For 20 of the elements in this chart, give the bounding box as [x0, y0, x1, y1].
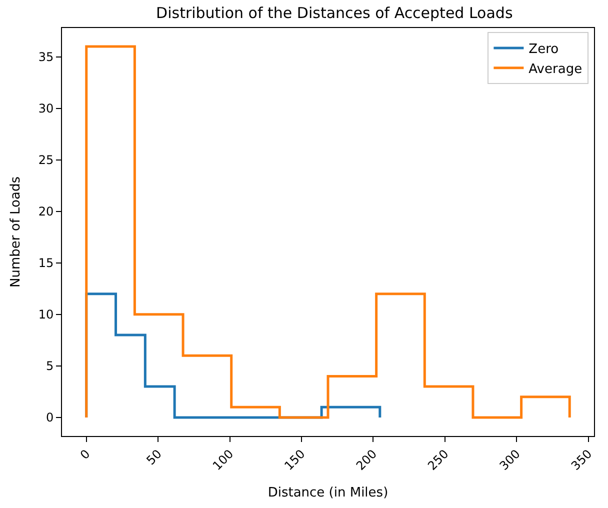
y-tick-label: 20	[38, 204, 54, 219]
x-tick-label: 150	[282, 446, 308, 473]
y-tick-label: 35	[38, 50, 54, 64]
y-tick-label: 0	[46, 410, 54, 425]
y-tick-label: 25	[38, 153, 54, 168]
x-axis-title: Distance (in Miles)	[268, 486, 388, 501]
x-tick-label: 350	[568, 446, 595, 473]
x-tick-label: 100	[210, 446, 236, 473]
legend-label: Zero	[528, 42, 559, 58]
chart-title: Distribution of the Distances of Accepted Loads	[156, 4, 513, 22]
y-tick-label: 5	[46, 359, 54, 374]
x-tick-label: 50	[144, 446, 164, 468]
x-tick-label: 0	[77, 446, 93, 462]
y-tick-label: 15	[38, 256, 54, 270]
y-tick-label: 10	[38, 308, 54, 322]
x-tick-label: 250	[425, 446, 452, 473]
y-tick-label: 30	[38, 102, 54, 116]
y-axis-title: Number of Loads	[8, 176, 24, 288]
x-tick-label: 300	[496, 446, 523, 473]
legend-label: Average	[528, 62, 582, 77]
